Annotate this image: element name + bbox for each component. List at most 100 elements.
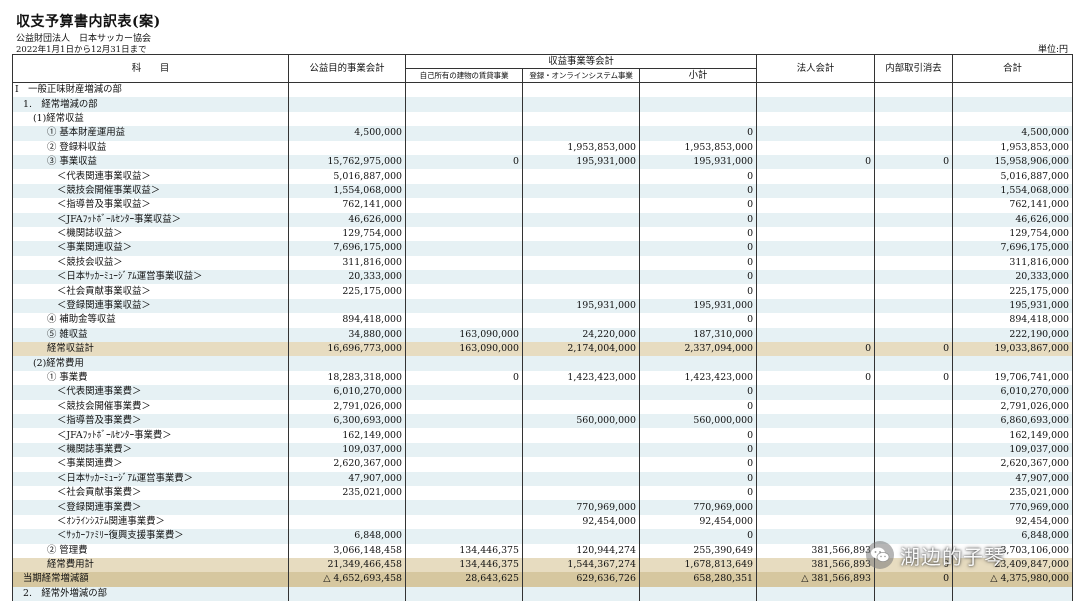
cell-registration bbox=[522, 82, 640, 98]
cell-rental: 0 bbox=[405, 154, 523, 170]
header-rental: 自己所有の建物の賃貸事業 bbox=[405, 68, 523, 83]
cell-public: 16,696,773,000 bbox=[288, 342, 406, 357]
cell-public: 15,762,975,000 bbox=[288, 154, 406, 170]
cell-total: 3,703,106,000 bbox=[952, 543, 1074, 558]
table-row: ＜社会貢献事業収益＞ 225,175,000 0 225,175,000 bbox=[12, 284, 1074, 299]
cell-corporate bbox=[756, 471, 876, 486]
cell-subtotal bbox=[638, 111, 758, 127]
table-row: ＜JFAﾌｯﾄﾎﾞｰﾙｾﾝﾀｰ事業収益＞ 46,626,000 0 46,626,00… bbox=[12, 212, 1074, 227]
cell-total: 1,554,068,000 bbox=[952, 183, 1074, 199]
table-row: 経常費用計 21,349,466,458 134,446,375 1,544,367,… bbox=[12, 557, 1074, 573]
cell-subtotal: 0 bbox=[638, 241, 758, 256]
cell-rental bbox=[405, 500, 523, 515]
cell-rental: 134,446,375 bbox=[405, 557, 523, 573]
cell-elimination bbox=[874, 399, 954, 414]
cell-registration bbox=[522, 399, 640, 414]
cell-subtotal: 0 bbox=[638, 399, 758, 414]
table-row: ＜ｵﾝﾗｲﾝｼｽﾃﾑ関連事業費＞ 92,454,000 92,454,000 92,4… bbox=[12, 514, 1074, 530]
cell-public bbox=[288, 514, 406, 530]
cell-corporate bbox=[756, 212, 876, 227]
table-row: ＜事業関連費＞ 2,620,367,000 0 2,620,367,000 bbox=[12, 457, 1074, 472]
cell-subtotal: 92,454,000 bbox=[638, 514, 758, 530]
cell-elimination bbox=[874, 255, 954, 271]
cell-registration: 560,000,000 bbox=[522, 413, 640, 429]
row-label: ③ 事業収益 bbox=[12, 154, 289, 170]
row-label: ① 事業費 bbox=[12, 370, 289, 386]
cell-public: 225,175,000 bbox=[288, 284, 406, 299]
cell-subtotal bbox=[638, 356, 758, 371]
cell-elimination: 0 bbox=[874, 370, 954, 386]
row-label: ② 登録料収益 bbox=[12, 140, 289, 155]
cell-subtotal: 0 bbox=[638, 183, 758, 199]
cell-public bbox=[288, 97, 406, 112]
cell-total: 23,409,847,000 bbox=[952, 557, 1074, 573]
cell-total: 19,033,867,000 bbox=[952, 342, 1074, 357]
cell-total bbox=[952, 82, 1074, 98]
cell-public: 46,626,000 bbox=[288, 212, 406, 227]
table-row: ＜登録関連事業収益＞ 195,931,000 195,931,000 195,931,… bbox=[12, 298, 1074, 314]
cell-public: 5,016,887,000 bbox=[288, 169, 406, 184]
cell-public: 34,880,000 bbox=[288, 327, 406, 343]
cell-subtotal bbox=[638, 82, 758, 98]
cell-total: 92,454,000 bbox=[952, 514, 1074, 530]
table-row: 2. 経常外増減の部 bbox=[12, 586, 1074, 602]
cell-subtotal: 770,969,000 bbox=[638, 500, 758, 515]
cell-subtotal: 195,931,000 bbox=[638, 298, 758, 314]
cell-public bbox=[288, 140, 406, 155]
cell-registration: 195,931,000 bbox=[522, 154, 640, 170]
cell-rental: 163,090,000 bbox=[405, 342, 523, 357]
cell-total: 2,791,026,000 bbox=[952, 399, 1074, 414]
cell-rental bbox=[405, 126, 523, 141]
cell-public: 6,010,270,000 bbox=[288, 385, 406, 400]
cell-corporate bbox=[756, 255, 876, 271]
row-label: ＜日本ｻｯｶｰﾐｭｰｼﾞｱﾑ運営事業収益＞ bbox=[12, 270, 289, 285]
cell-elimination bbox=[874, 212, 954, 227]
cell-subtotal: 0 bbox=[638, 457, 758, 472]
cell-registration bbox=[522, 313, 640, 328]
cell-public: 109,037,000 bbox=[288, 442, 406, 458]
cell-corporate bbox=[756, 500, 876, 515]
cell-elimination bbox=[874, 313, 954, 328]
cell-rental bbox=[405, 298, 523, 314]
cell-total: 15,958,906,000 bbox=[952, 154, 1074, 170]
cell-registration bbox=[522, 198, 640, 213]
cell-total: 762,141,000 bbox=[952, 198, 1074, 213]
cell-public: 894,418,000 bbox=[288, 313, 406, 328]
cell-corporate: 0 bbox=[756, 370, 876, 386]
cell-subtotal: 2,337,094,000 bbox=[638, 342, 758, 357]
cell-subtotal: 0 bbox=[638, 485, 758, 501]
cell-corporate: △ 381,566,893 bbox=[756, 572, 876, 587]
cell-elimination bbox=[874, 442, 954, 458]
cell-subtotal: 0 bbox=[638, 471, 758, 486]
cell-elimination bbox=[874, 428, 954, 443]
cell-subtotal: 195,931,000 bbox=[638, 154, 758, 170]
cell-total: 20,333,000 bbox=[952, 270, 1074, 285]
cell-corporate bbox=[756, 529, 876, 544]
cell-subtotal: 0 bbox=[638, 270, 758, 285]
cell-rental: 134,446,375 bbox=[405, 543, 523, 558]
cell-public: 162,149,000 bbox=[288, 428, 406, 443]
cell-subtotal: 0 bbox=[638, 255, 758, 271]
cell-rental bbox=[405, 385, 523, 400]
cell-corporate bbox=[756, 428, 876, 443]
watermark-text: 湖边的子琴 bbox=[900, 544, 1005, 569]
cell-elimination bbox=[874, 284, 954, 299]
cell-corporate bbox=[756, 457, 876, 472]
cell-elimination: 0 bbox=[874, 154, 954, 170]
table-row: ＜日本ｻｯｶｰﾐｭｰｼﾞｱﾑ運営事業収益＞ 20,333,000 0 20,333,0… bbox=[12, 270, 1074, 285]
table-row: ＜ｻｯｶｰﾌｧﾐﾘｰ復興支援事業費＞ 6,848,000 0 6,848,000 bbox=[12, 529, 1074, 544]
cell-corporate bbox=[756, 586, 876, 602]
row-label: ＜代表関連事業費＞ bbox=[12, 385, 289, 400]
cell-public: 1,554,068,000 bbox=[288, 183, 406, 199]
cell-registration bbox=[522, 586, 640, 602]
cell-corporate: 381,566,893 bbox=[756, 543, 876, 558]
row-label: ＜事業関連費＞ bbox=[12, 457, 289, 472]
cell-corporate bbox=[756, 226, 876, 242]
cell-subtotal: 0 bbox=[638, 442, 758, 458]
cell-total bbox=[952, 586, 1074, 602]
cell-elimination bbox=[874, 500, 954, 515]
cell-public bbox=[288, 298, 406, 314]
table-row: ＜競技会開催事業収益＞ 1,554,068,000 0 1,554,068,000 bbox=[12, 183, 1074, 199]
cell-registration: 1,953,853,000 bbox=[522, 140, 640, 155]
cell-public: 4,500,000 bbox=[288, 126, 406, 141]
